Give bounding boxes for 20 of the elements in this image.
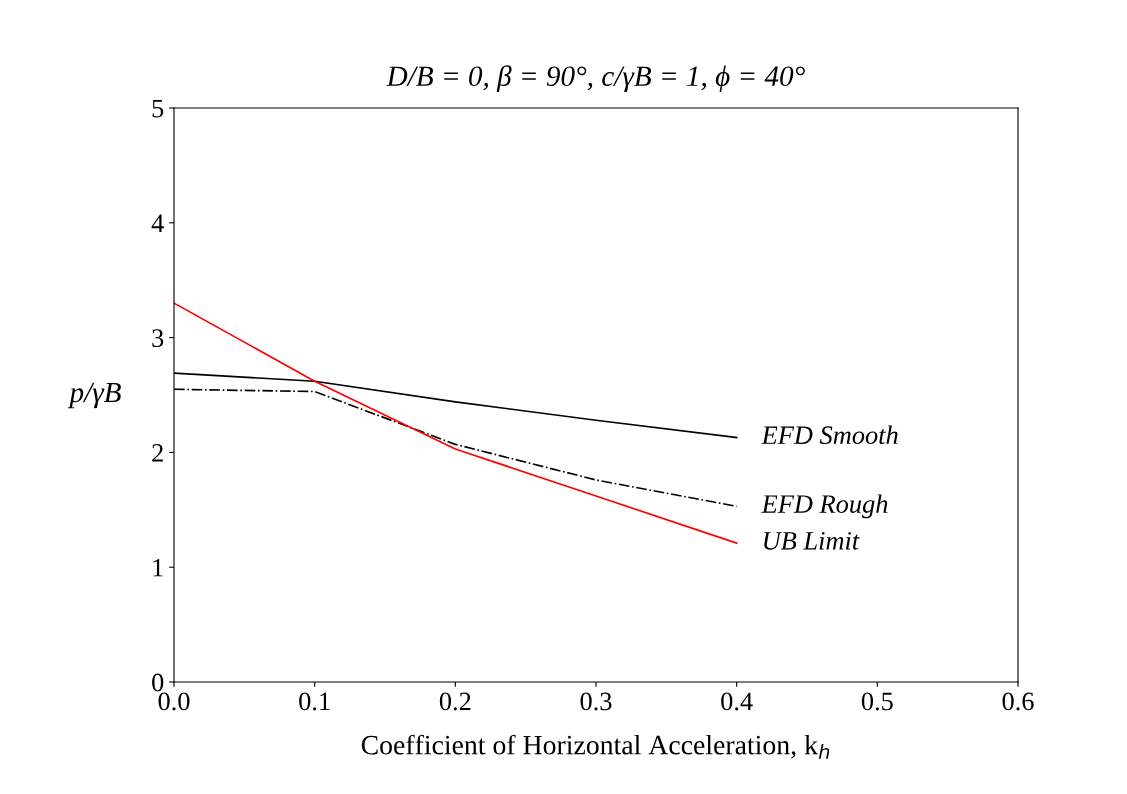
x-tick-label: 0.2 xyxy=(439,692,471,711)
y-axis-title: p/γB xyxy=(67,382,121,409)
y-tick-label: 2 xyxy=(152,444,163,462)
line-series xyxy=(174,302,738,544)
x-tick-label: 0.0 xyxy=(158,692,190,711)
y-tick-label: 5 xyxy=(152,99,164,118)
y-tick-label: 3 xyxy=(152,329,164,348)
y-tick-label: 4 xyxy=(151,214,164,232)
y-tick-label: 0 xyxy=(152,673,164,692)
series-label: EFD Rough xyxy=(761,494,888,519)
x-tick-label: 0.1 xyxy=(299,692,330,711)
x-tick-label: 0.6 xyxy=(1002,692,1034,711)
x-axis-title: Coefficient of Horizontal Acceleration, k$_{h}$ xyxy=(361,734,830,759)
x-tick-label: 0.3 xyxy=(580,692,612,711)
series-label: UB Limit xyxy=(764,531,860,550)
y-tick-label: 1 xyxy=(153,558,163,577)
x-tick-label: 0.5 xyxy=(861,692,893,711)
series-label: EFD Smooth xyxy=(761,425,898,445)
chart-title: D/B = 0, β = 90°, c/γB = 1, ϕ = 40° xyxy=(386,65,805,92)
x-tick-label: 0.4 xyxy=(721,692,753,711)
